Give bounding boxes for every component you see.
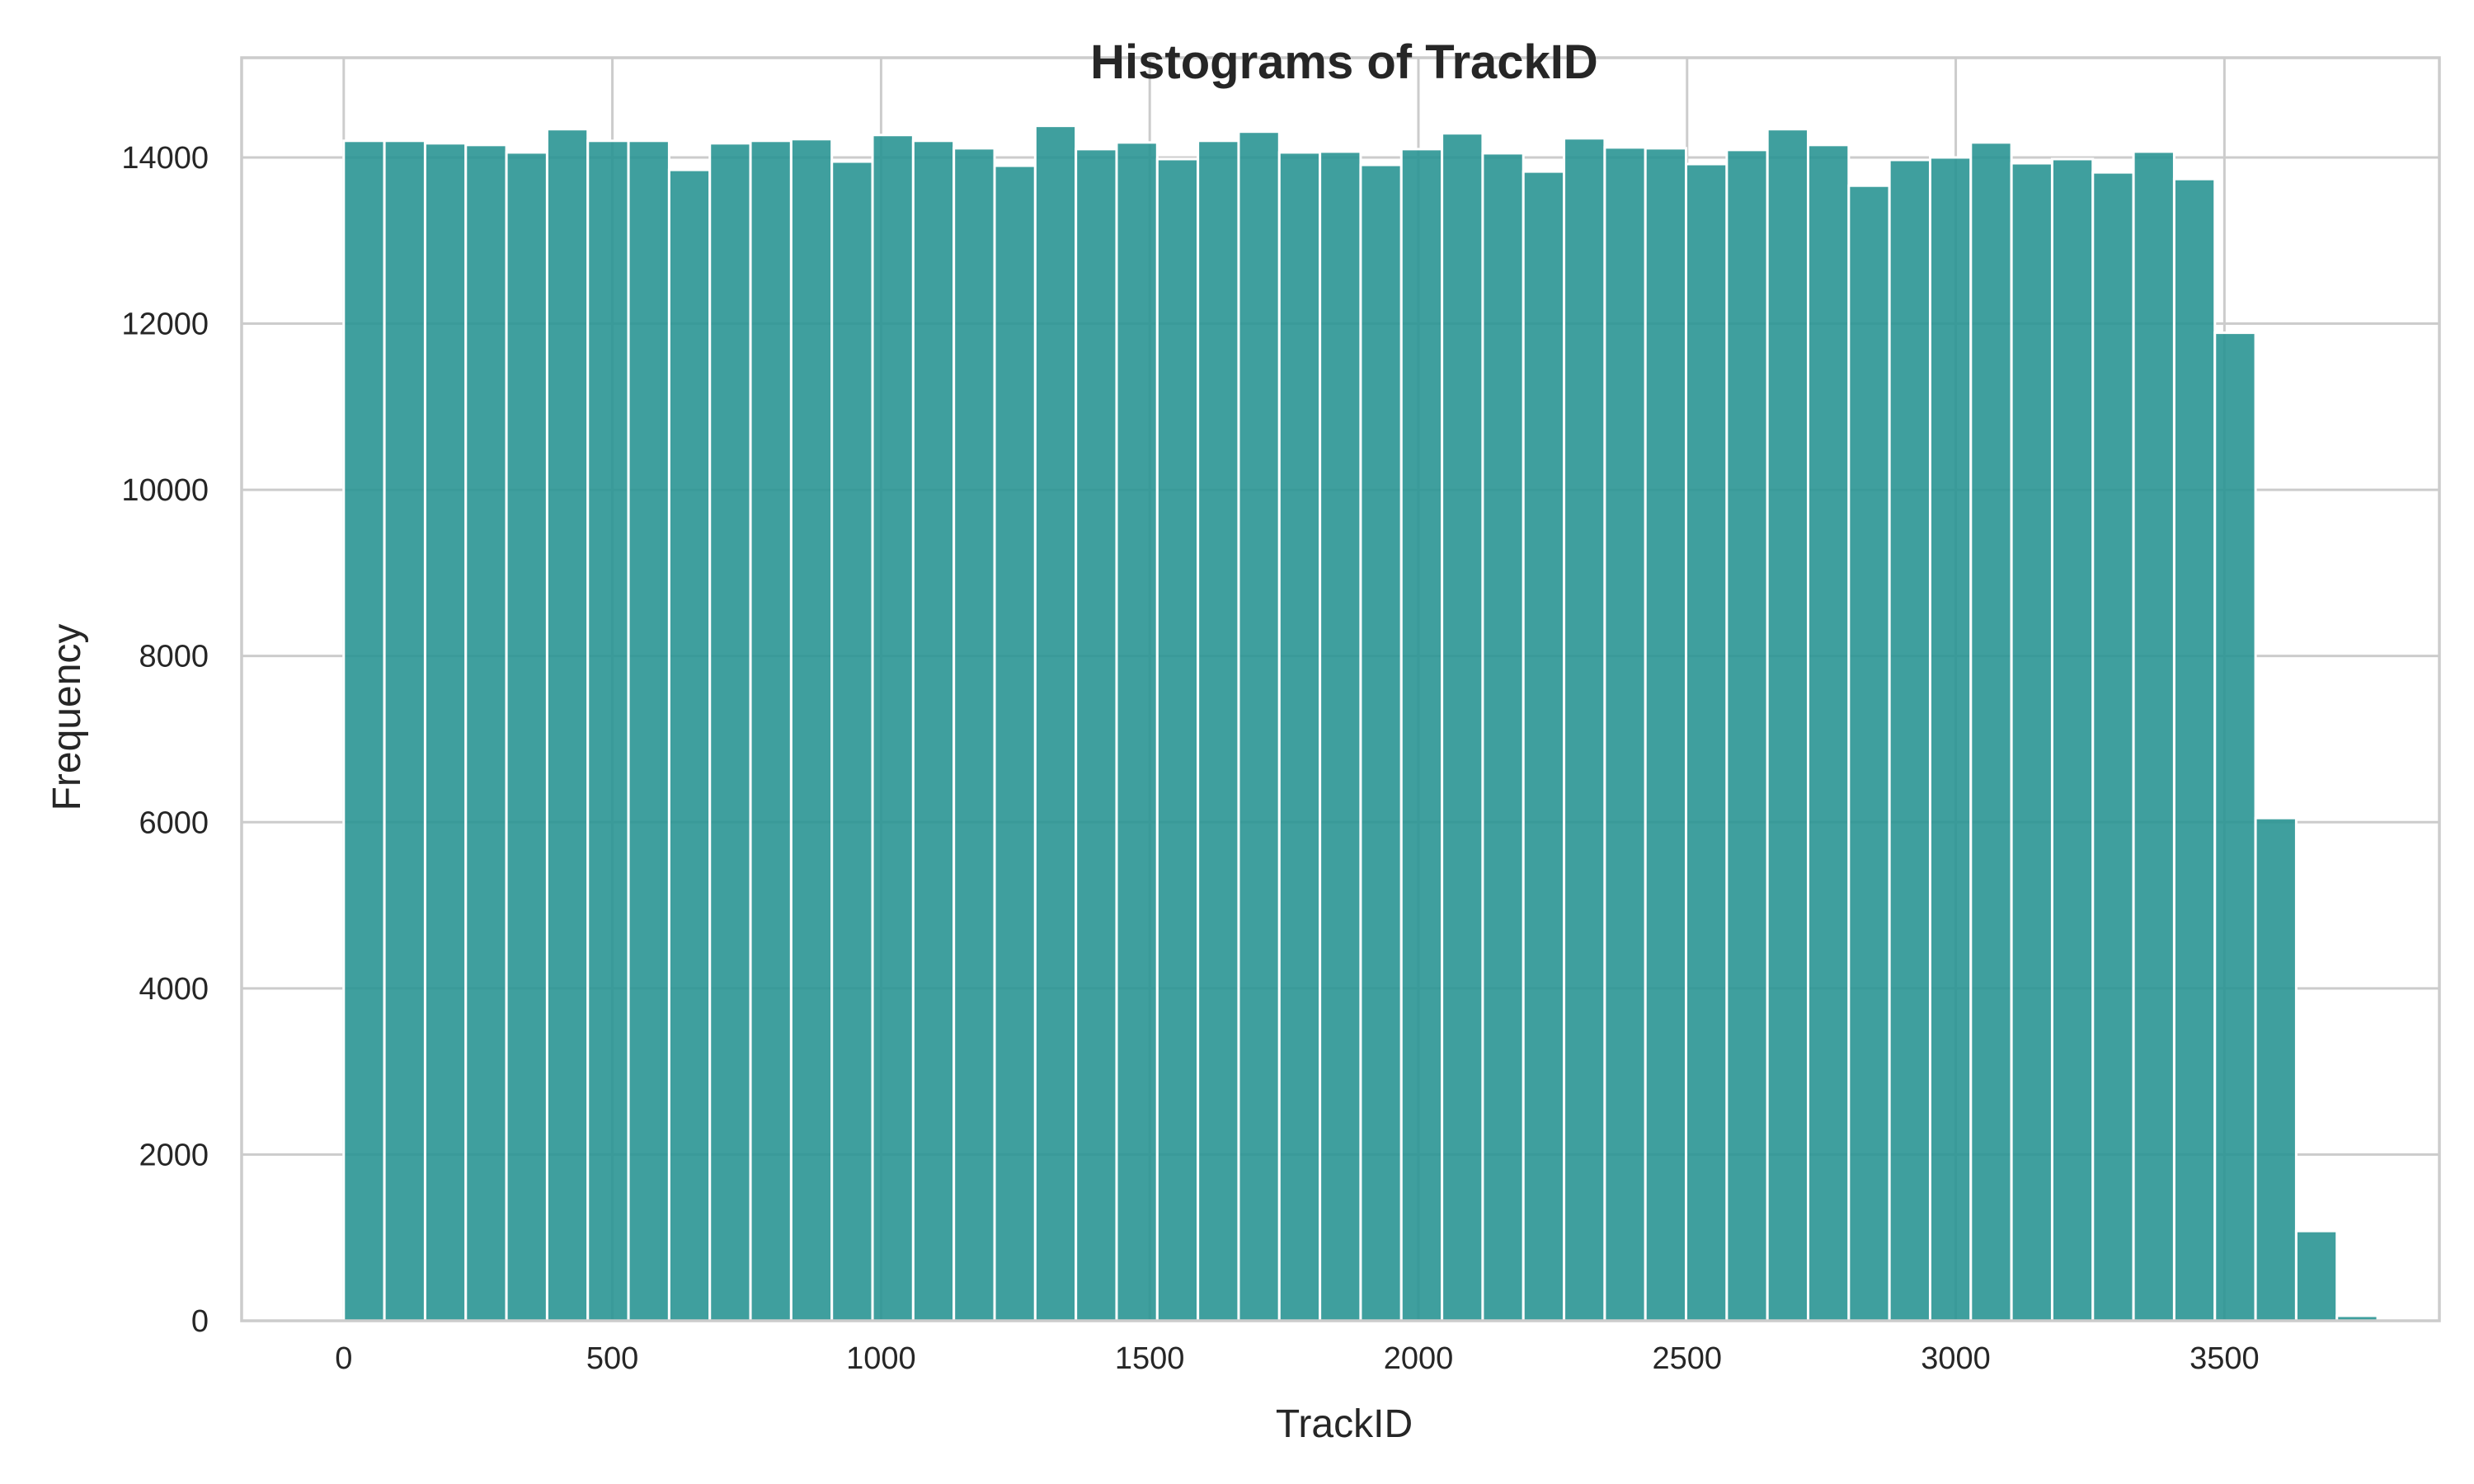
histogram-bar <box>667 168 712 1322</box>
histogram-bar <box>1685 162 1729 1322</box>
y-tick-label: 8000 <box>139 640 209 674</box>
histogram-bar <box>1807 143 1851 1322</box>
histogram-bar <box>993 164 1037 1322</box>
histogram-bar <box>1888 158 1931 1322</box>
histogram-bar <box>1928 156 1973 1322</box>
histogram-bars <box>342 124 2379 1322</box>
histogram-bar <box>1359 163 1403 1322</box>
histogram-bar <box>1399 148 1444 1322</box>
histogram-bar <box>1522 170 1566 1322</box>
histogram-bar <box>952 147 996 1322</box>
histogram-bar <box>1847 184 1891 1322</box>
y-tick-label: 10000 <box>121 473 209 508</box>
histogram-bar <box>464 143 508 1322</box>
x-tick-label: 1500 <box>1115 1341 1185 1376</box>
histogram-bar <box>1115 141 1159 1322</box>
histogram-bar <box>1563 137 1606 1322</box>
histogram-bar <box>708 142 752 1322</box>
histogram-bar <box>342 139 386 1322</box>
y-tick-label: 6000 <box>139 805 209 840</box>
histogram-bar <box>749 139 793 1322</box>
histogram-bar <box>2172 177 2217 1322</box>
histogram-bar <box>505 151 548 1322</box>
histogram-bar <box>2050 157 2095 1322</box>
x-axis-label: TrackID <box>1276 1402 1413 1446</box>
x-tick-label: 3000 <box>1921 1341 1991 1376</box>
plot-frame <box>240 56 2441 1322</box>
histogram-bar <box>2254 816 2298 1322</box>
histogram-bar <box>627 139 670 1322</box>
histogram-bar <box>871 134 915 1322</box>
histogram-bar <box>2091 171 2135 1322</box>
histogram-bar <box>1441 132 1484 1322</box>
histogram-bar <box>1033 124 1078 1322</box>
histogram-bar <box>1481 152 1525 1322</box>
histogram-bar <box>1603 146 1647 1322</box>
histogram-bar <box>830 160 874 1322</box>
histogram-bar <box>423 142 468 1322</box>
histogram-bar <box>586 139 630 1322</box>
y-tick-label: 2000 <box>139 1138 209 1172</box>
tick-labels: 0 500 1000 1500 2000 2500 3000 3500 0 2000 4000 600… <box>121 141 2259 1376</box>
histogram-bar <box>1725 148 1769 1322</box>
y-tick-label: 12000 <box>121 308 209 342</box>
y-tick-label: 14000 <box>121 141 209 176</box>
histogram-bar <box>1766 128 1810 1322</box>
histogram-bar <box>545 128 590 1322</box>
x-tick-label: 500 <box>586 1341 638 1376</box>
y-axis-label: Frequency <box>45 624 89 811</box>
y-tick-label: 0 <box>191 1304 209 1339</box>
x-tick-label: 3500 <box>2189 1341 2260 1376</box>
histogram-bar <box>1237 130 1281 1322</box>
histogram-bar <box>1075 148 1118 1322</box>
histogram-bar <box>1319 150 1362 1322</box>
x-tick-label: 2500 <box>1653 1341 1723 1376</box>
histogram-bar <box>2213 331 2257 1322</box>
y-tick-label: 4000 <box>139 972 209 1007</box>
histogram-bar <box>911 139 956 1322</box>
histogram-bar <box>1197 139 1240 1322</box>
histogram-bar <box>789 138 834 1322</box>
chart-title: Histograms of TrackID <box>1090 35 1598 89</box>
histogram-bar <box>383 139 426 1322</box>
histogram-bar <box>2132 150 2175 1322</box>
histogram-bar <box>1644 147 1688 1322</box>
histogram-bar <box>2010 162 2053 1322</box>
histogram-bar <box>1155 157 1200 1322</box>
x-tick-label: 1000 <box>846 1341 916 1376</box>
histogram-bar <box>2294 1229 2339 1322</box>
histogram-bar <box>1277 151 1322 1322</box>
histogram-bar <box>1969 141 2013 1322</box>
x-tick-label: 2000 <box>1384 1341 1454 1376</box>
x-tick-label: 0 <box>335 1341 352 1376</box>
